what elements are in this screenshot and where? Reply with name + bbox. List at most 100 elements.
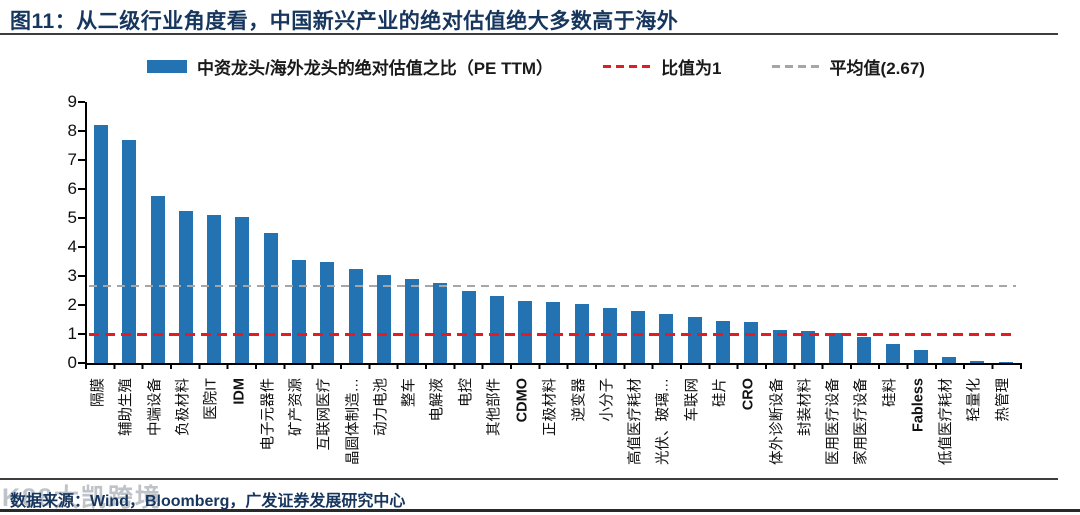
y-tick-mark [78, 188, 85, 191]
y-tick-label: 6 [67, 179, 77, 199]
x-axis-label: 电子元器件 [260, 378, 277, 451]
bar-slot [257, 102, 285, 363]
x-label-cell: 动力电池 [368, 371, 396, 471]
bar-slot [709, 102, 737, 363]
mean-reference-line [89, 284, 1016, 287]
bar-slot [172, 102, 200, 363]
y-tick-label: 4 [67, 237, 77, 257]
x-axis-label: Fabless [910, 378, 927, 432]
x-axis-label: 硅料 [882, 378, 899, 407]
x-axis-label: 医用医疗设备 [825, 378, 842, 465]
x-label-cell: 电控 [452, 371, 480, 471]
x-axis-labels: 隔膜 辅助生殖 中端设备 负极材料 医院IT IDM 电子元器件 矿产资源 互联网医疗 晶圆体制造… [85, 371, 1018, 471]
bar [715, 320, 730, 363]
bar [150, 196, 165, 363]
x-axis-label: 车联网 [684, 378, 701, 422]
bar-slot [200, 102, 228, 363]
x-axis-label: 动力电池 [373, 378, 390, 436]
bar [263, 232, 278, 363]
ratio-reference-line [89, 332, 1016, 336]
bar-slot [652, 102, 680, 363]
x-axis-label: 互联网医疗 [316, 378, 333, 451]
x-axis-label: 隔膜 [90, 378, 107, 407]
bar-slot [539, 102, 567, 363]
bar [631, 310, 646, 363]
bar-slot [935, 102, 963, 363]
x-label-cell: 体外诊断设备 [763, 371, 791, 471]
y-tick-mark [78, 101, 85, 103]
x-axis-label: 整车 [401, 378, 418, 407]
bar-slot [992, 102, 1020, 363]
x-label-cell: 轻量化 [961, 371, 989, 471]
data-source: 数据来源：Wind，Bloomberg，广发证券发展研究中心 [10, 493, 406, 510]
x-label-cell: IDM [226, 371, 254, 471]
x-axis-label: 轻量化 [966, 378, 983, 422]
bar-slot [822, 102, 850, 363]
bar-chart: 0 1 2 3 4 5 6 7 8 9 隔膜 辅助生殖 中端设备 负极材料 医院IT IDM 电子元器件 矿产资… [0, 92, 1080, 472]
legend-item-bar-series: 中资龙头/海外龙头的绝对估值之比（PE TTM） [147, 54, 553, 79]
bottom-border [0, 509, 1080, 512]
bar [348, 268, 363, 363]
bar [433, 283, 448, 363]
x-label-cell: 低值医疗耗材 [933, 371, 961, 471]
legend-label-mean-line: 平均值(2.67) [829, 59, 925, 78]
x-label-cell: 小分子 [594, 371, 622, 471]
x-axis-label: CDMO [514, 378, 531, 423]
x-label-cell: 整车 [396, 371, 424, 471]
x-label-cell: 医院IT [198, 371, 226, 471]
y-tick-label: 9 [67, 92, 77, 111]
bar [857, 336, 872, 363]
x-axis-label: 热管理 [995, 378, 1012, 422]
footer-divider [0, 478, 1058, 480]
x-axis-label: 矿产资源 [288, 378, 305, 436]
x-axis-label: 正极材料 [542, 378, 559, 436]
x-axis-label: 家用医疗设备 [853, 378, 870, 465]
x-axis-label: 电控 [458, 378, 475, 407]
x-axis-ticks [85, 363, 1022, 369]
bar [998, 362, 1013, 363]
y-tick-label: 3 [67, 266, 77, 286]
x-axis-label: 小分子 [599, 378, 616, 422]
x-axis-label: 封装材料 [797, 378, 814, 436]
bar-slot [115, 102, 143, 363]
y-tick-mark [78, 275, 85, 278]
watermark: K88大凯跨境 [2, 484, 162, 512]
bar-slot [370, 102, 398, 363]
bar-slot [313, 102, 341, 363]
bar [913, 349, 928, 363]
bar-slot [794, 102, 822, 363]
ratio-line-swatch-icon [603, 65, 652, 68]
x-label-cell: 辅助生殖 [113, 371, 141, 471]
bar [122, 139, 137, 363]
bar-slot [624, 102, 652, 363]
x-axis-label: 辅助生殖 [118, 378, 135, 436]
x-label-cell: 正极材料 [537, 371, 565, 471]
x-label-cell: 互联网医疗 [311, 371, 339, 471]
x-label-cell: Fabless [905, 371, 933, 471]
x-label-cell: 光伏、玻璃… [650, 371, 678, 471]
plot-area: 0 1 2 3 4 5 6 7 8 9 [68, 92, 1022, 372]
x-label-cell: 负极材料 [170, 371, 198, 471]
bar-slot [228, 102, 256, 363]
x-label-cell: 矿产资源 [283, 371, 311, 471]
bar [461, 290, 476, 363]
bar [885, 344, 900, 363]
x-label-cell: 热管理 [990, 371, 1018, 471]
x-axis-label: 逆变器 [571, 378, 588, 422]
x-axis-label: IDM [231, 378, 248, 405]
bar-slot [341, 102, 369, 363]
x-axis-label: 晶圆体制造… [345, 378, 362, 465]
x-label-cell: CRO [735, 371, 763, 471]
bar [970, 360, 985, 363]
legend-item-ratio-line: 比值为1 [603, 54, 722, 79]
bar-slot [907, 102, 935, 363]
x-label-cell: CDMO [509, 371, 537, 471]
y-tick-mark [78, 217, 85, 219]
bar [942, 357, 957, 363]
bar-slot [426, 102, 454, 363]
x-axis-label: CRO [740, 378, 757, 411]
y-tick-mark [78, 362, 85, 364]
x-axis-label: 低值医疗耗材 [938, 378, 955, 465]
y-tick-label: 7 [67, 150, 77, 169]
bar [94, 125, 109, 363]
